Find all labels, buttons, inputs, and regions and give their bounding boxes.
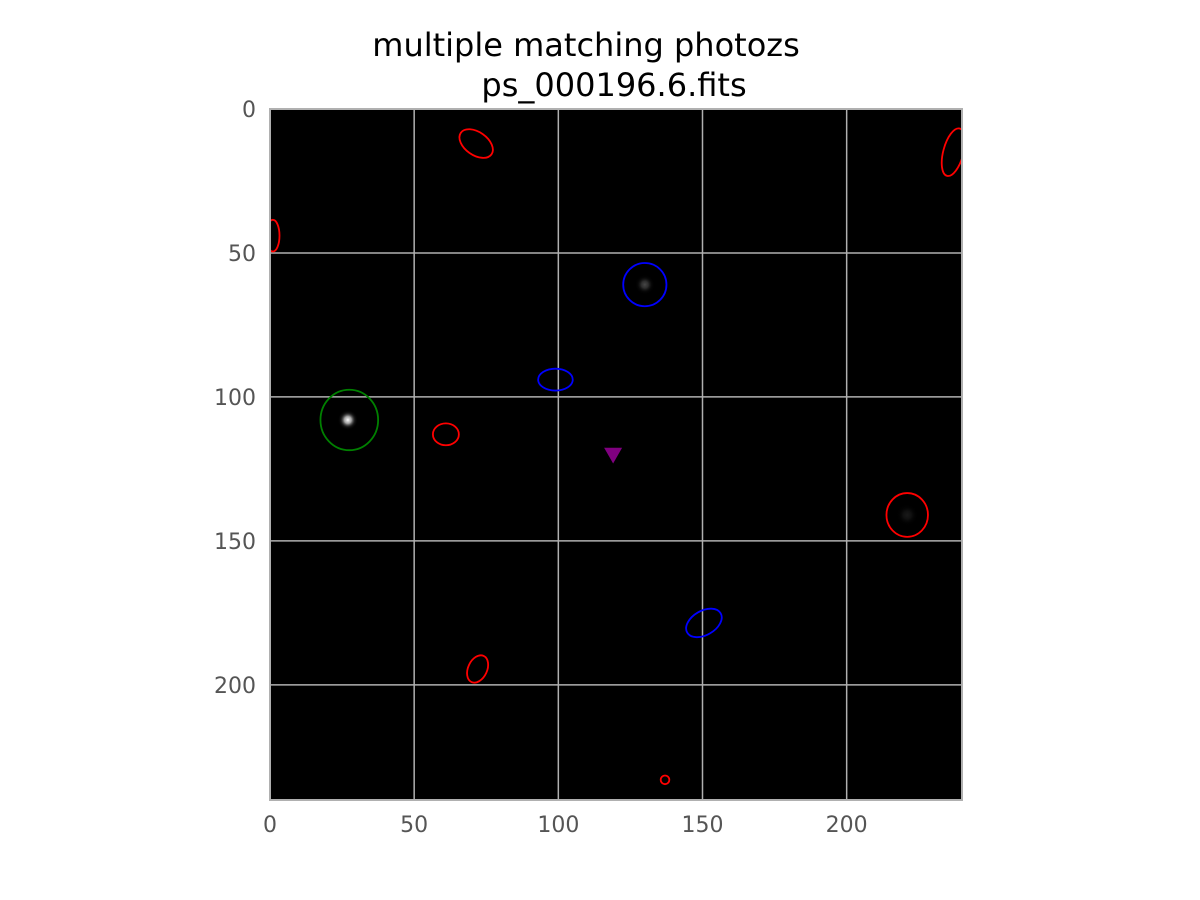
x-tick-label-1: 50 xyxy=(400,813,428,838)
red-ellipse-6 xyxy=(659,774,671,786)
y-tick-labels: 0 50 100 150 200 xyxy=(214,98,256,699)
blue-ellipse-9 xyxy=(685,607,723,639)
red-ellipse-3 xyxy=(432,422,460,447)
blue-ellipse-7 xyxy=(622,262,668,308)
y-tick-label-3: 150 xyxy=(214,530,256,555)
red-ellipse-4 xyxy=(885,492,929,538)
marker-triangle-0 xyxy=(604,447,623,464)
chart-subtitle: ps_000196.6.fits xyxy=(481,66,746,104)
x-tick-label-3: 150 xyxy=(682,813,724,838)
source-1 xyxy=(634,274,655,295)
blue-ellipse-8 xyxy=(537,367,574,392)
green-ellipse-10 xyxy=(319,388,380,452)
x-tick-labels: 0 50 100 150 200 xyxy=(263,813,868,838)
y-tick-label-1: 50 xyxy=(228,242,256,267)
sources-layer xyxy=(337,274,919,527)
x-tick-label-2: 100 xyxy=(537,813,579,838)
y-tick-label-4: 200 xyxy=(214,674,256,699)
source-0 xyxy=(337,409,358,431)
source-2 xyxy=(895,503,919,527)
x-tick-label-0: 0 xyxy=(263,813,277,838)
red-ellipse-5 xyxy=(466,654,490,684)
marker-layer xyxy=(604,447,623,464)
plot-frame xyxy=(269,108,963,801)
red-ellipse-1 xyxy=(940,127,962,177)
red-ellipse-2 xyxy=(270,218,281,253)
red-ellipse-0 xyxy=(458,128,494,159)
y-tick-label-0: 0 xyxy=(242,98,256,123)
ellipse-layer xyxy=(270,127,962,786)
chart-title: multiple matching photozs xyxy=(372,26,799,64)
x-tick-label-4: 200 xyxy=(826,813,868,838)
grid-layer xyxy=(270,109,962,800)
y-tick-label-2: 100 xyxy=(214,386,256,411)
